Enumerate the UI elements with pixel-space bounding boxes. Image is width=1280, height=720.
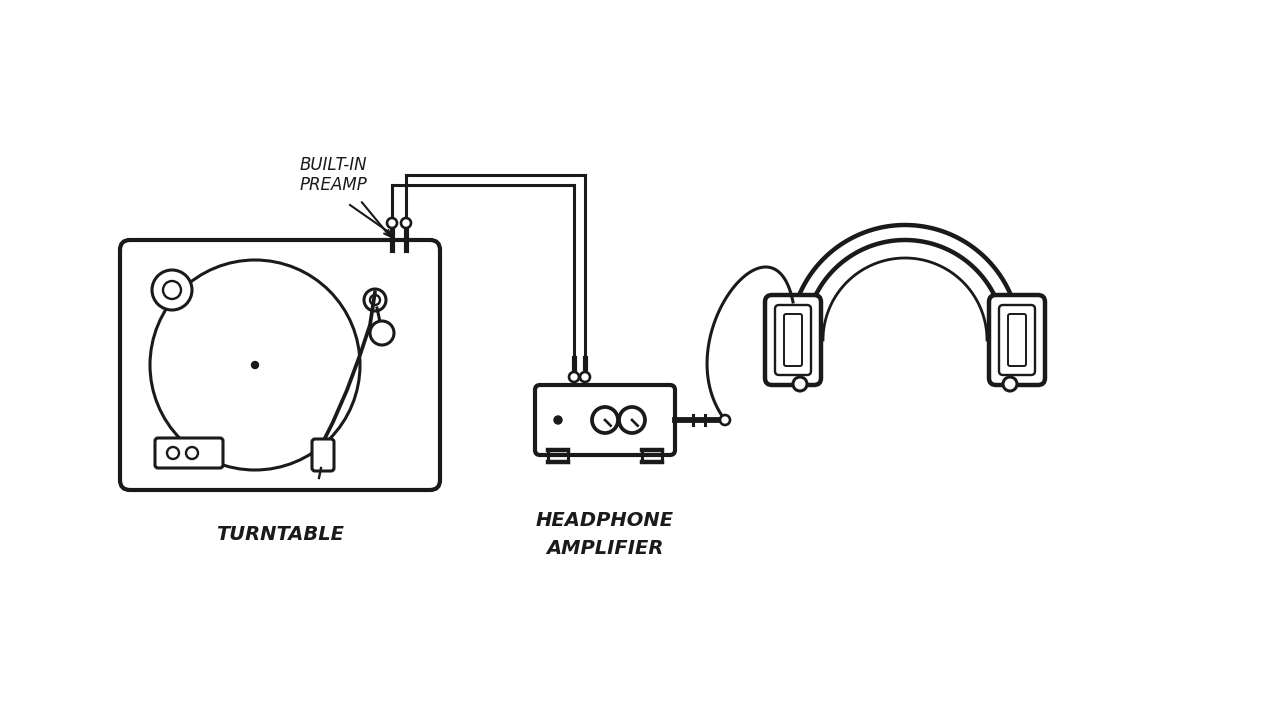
FancyBboxPatch shape: [765, 295, 820, 385]
Text: HEADPHONE
AMPLIFIER: HEADPHONE AMPLIFIER: [536, 511, 675, 559]
FancyBboxPatch shape: [989, 295, 1044, 385]
FancyBboxPatch shape: [998, 305, 1036, 375]
Circle shape: [620, 407, 645, 433]
Circle shape: [580, 372, 590, 382]
Circle shape: [364, 289, 387, 311]
FancyBboxPatch shape: [783, 314, 803, 366]
Circle shape: [1004, 377, 1018, 391]
Circle shape: [794, 377, 806, 391]
Circle shape: [591, 407, 618, 433]
Circle shape: [401, 218, 411, 228]
Circle shape: [370, 321, 394, 345]
FancyBboxPatch shape: [1007, 314, 1027, 366]
FancyBboxPatch shape: [535, 385, 675, 455]
Circle shape: [554, 416, 562, 424]
FancyBboxPatch shape: [155, 438, 223, 468]
Circle shape: [570, 372, 579, 382]
Circle shape: [719, 415, 730, 425]
FancyBboxPatch shape: [312, 439, 334, 471]
FancyBboxPatch shape: [774, 305, 812, 375]
Text: BUILT-IN
PREAMP: BUILT-IN PREAMP: [300, 156, 367, 194]
Circle shape: [152, 270, 192, 310]
FancyBboxPatch shape: [120, 240, 440, 490]
Circle shape: [251, 361, 259, 369]
Circle shape: [387, 218, 397, 228]
Text: TURNTABLE: TURNTABLE: [216, 526, 344, 544]
Circle shape: [150, 260, 360, 470]
